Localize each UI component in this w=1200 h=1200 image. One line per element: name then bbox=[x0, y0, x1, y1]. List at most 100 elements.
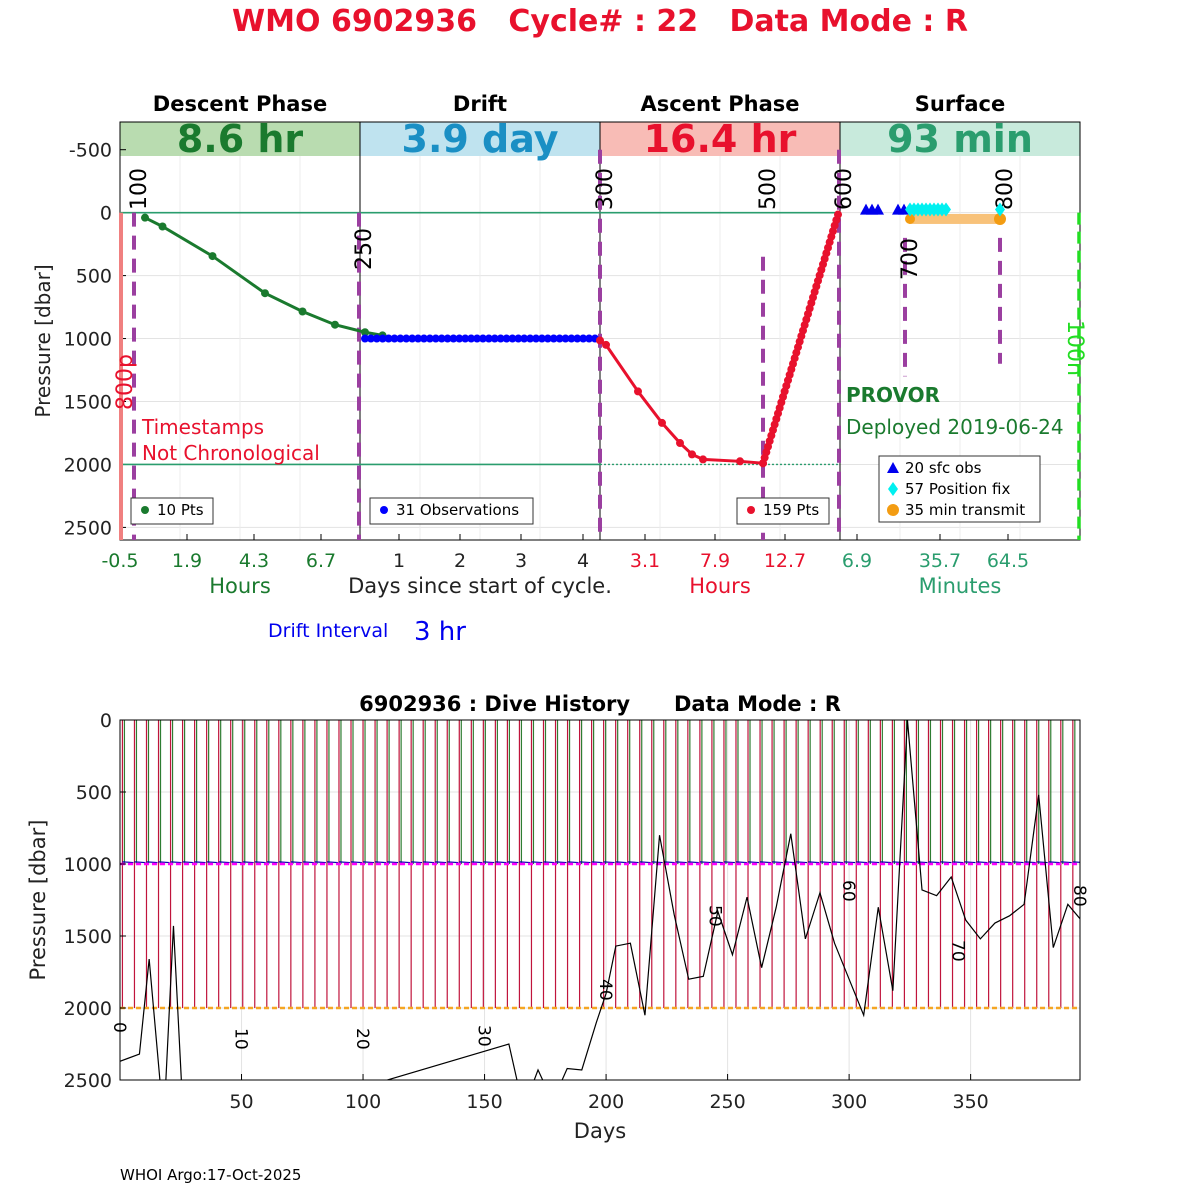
drift-point bbox=[372, 334, 381, 343]
drift-segment bbox=[952, 861, 964, 864]
drift-point bbox=[449, 334, 458, 343]
vertical-marker-label: 500 bbox=[756, 168, 781, 210]
x-tick-label: 4.3 bbox=[239, 550, 269, 572]
y-tick-label: 1000 bbox=[64, 854, 112, 876]
ascent-point bbox=[658, 418, 666, 427]
x-tick-label: 64.5 bbox=[987, 550, 1029, 572]
drift-segment bbox=[699, 861, 711, 864]
drift-segment bbox=[218, 861, 230, 864]
legend-label: 20 sfc obs bbox=[905, 459, 982, 477]
phase-name: Ascent Phase bbox=[641, 92, 800, 116]
phase-duration: 8.6 hr bbox=[177, 117, 304, 161]
drift-segment bbox=[868, 861, 880, 864]
drift-segment bbox=[555, 861, 567, 864]
phase-duration-bar bbox=[120, 122, 360, 156]
drift-point bbox=[561, 334, 570, 343]
ascent-point bbox=[634, 387, 642, 396]
x-tick-label: 2 bbox=[454, 550, 466, 572]
dive-history-title: 6902936 : Dive History Data Mode : R bbox=[359, 692, 841, 716]
sfc-obs-marker bbox=[872, 203, 884, 215]
y-tick-label: 500 bbox=[76, 782, 112, 804]
cycle-number-label: 60 bbox=[838, 880, 858, 902]
main-title: WMO 6902936 Cycle# : 22 Data Mode : R bbox=[232, 4, 968, 39]
x-tick-label: 250 bbox=[709, 1091, 745, 1113]
drift-segment bbox=[206, 861, 218, 864]
drift-segment bbox=[928, 861, 940, 864]
drift-point bbox=[573, 334, 582, 343]
y-tick-label: 1500 bbox=[64, 392, 112, 414]
drift-segment bbox=[760, 861, 772, 864]
y-tick-label: 0 bbox=[100, 710, 112, 732]
x-tick-label: 50 bbox=[229, 1091, 253, 1113]
phase-duration: 93 min bbox=[887, 117, 1033, 161]
descent-point bbox=[331, 320, 339, 329]
ascent-point bbox=[699, 455, 707, 464]
drift-segment bbox=[362, 861, 375, 864]
drift-segment bbox=[904, 861, 916, 864]
drift-segment bbox=[435, 861, 447, 864]
y-axis-label: Pressure [dbar] bbox=[26, 820, 50, 981]
drift-segment bbox=[350, 861, 362, 864]
drift-segment bbox=[675, 861, 687, 864]
y-tick-label: 2000 bbox=[64, 998, 112, 1020]
phase-duration-bar bbox=[600, 122, 840, 156]
drift-segment bbox=[290, 861, 302, 864]
drift-segment bbox=[471, 861, 483, 864]
ascent-point bbox=[736, 457, 744, 466]
drift-segment bbox=[230, 861, 242, 864]
drift-segment bbox=[495, 861, 507, 864]
surface-legend bbox=[878, 455, 1041, 523]
vertical-marker-label: 250 bbox=[352, 228, 377, 270]
drift-segment bbox=[483, 861, 495, 864]
x-tick-label: 6.7 bbox=[306, 550, 336, 572]
drift-segment bbox=[254, 861, 266, 864]
credit-footer: WHOI Argo:17-Oct-2025 bbox=[120, 1166, 302, 1184]
legend-label: 31 Observations bbox=[396, 501, 519, 519]
drift-point bbox=[366, 334, 375, 343]
legend-label: 57 Position fix bbox=[905, 480, 1010, 498]
drift-point bbox=[555, 334, 564, 343]
phase-axis-label: Minutes bbox=[919, 574, 1002, 598]
drift-point bbox=[585, 334, 594, 343]
drift-segment bbox=[266, 861, 278, 864]
x-tick-label: 6.9 bbox=[842, 550, 872, 572]
drift-segment bbox=[747, 861, 759, 864]
drift-point bbox=[402, 334, 411, 343]
cycle-number-label: 0 bbox=[109, 1022, 129, 1033]
x-tick-label: 1.9 bbox=[172, 550, 202, 572]
drift-point bbox=[361, 334, 369, 343]
phase-duration: 16.4 hr bbox=[644, 117, 797, 161]
phase-name: Surface bbox=[915, 92, 1005, 116]
y-axis-label: Pressure [dbar] bbox=[31, 264, 55, 417]
drift-point bbox=[490, 334, 499, 343]
legend-marker bbox=[887, 504, 899, 516]
drift-segment bbox=[447, 861, 459, 864]
x-tick-label: 7.9 bbox=[700, 550, 730, 572]
drift-segment bbox=[796, 861, 808, 864]
drift-segment bbox=[627, 861, 639, 864]
bathymetry-line bbox=[120, 720, 1080, 1080]
drift-point bbox=[408, 334, 417, 343]
cycle-number-label: 20 bbox=[352, 1028, 372, 1050]
drift-legend bbox=[369, 497, 534, 525]
drift-segment bbox=[399, 861, 411, 864]
drift-point bbox=[549, 334, 558, 343]
phase-duration: 3.9 day bbox=[402, 117, 559, 161]
y-tick-label: 2500 bbox=[64, 1070, 112, 1092]
cycle-number-label: 10 bbox=[231, 1028, 251, 1050]
drift-segment bbox=[880, 861, 892, 864]
drift-segment bbox=[808, 861, 820, 864]
drift-point bbox=[508, 334, 517, 343]
vertical-marker-label: 800p bbox=[113, 354, 138, 410]
phase-axis-label: Hours bbox=[689, 574, 751, 598]
ascent-point bbox=[688, 450, 696, 459]
drift-point bbox=[431, 334, 440, 343]
cycle-number-label: 30 bbox=[474, 1025, 494, 1047]
drift-point bbox=[414, 334, 423, 343]
transmit-endpoint bbox=[905, 213, 915, 224]
vertical-marker-label: 100n bbox=[1062, 320, 1087, 376]
descent-point bbox=[141, 213, 149, 222]
y-tick-label: 2500 bbox=[64, 517, 112, 539]
cycle-number-label: 80 bbox=[1069, 885, 1089, 907]
cycle-number-label: 40 bbox=[595, 979, 615, 1001]
